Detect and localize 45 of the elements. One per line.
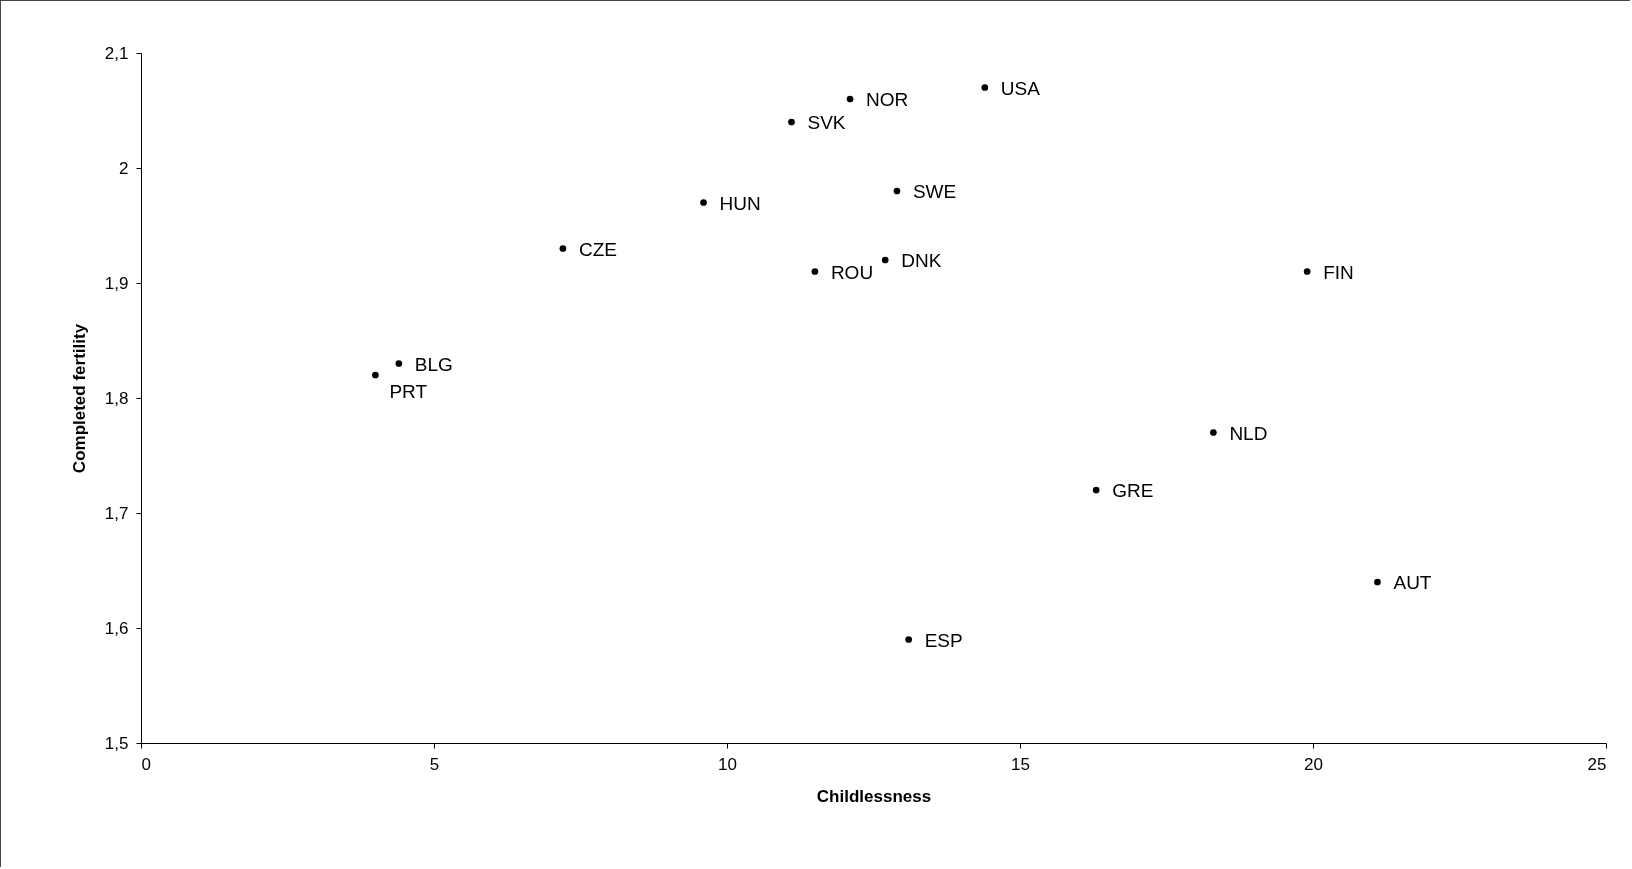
point <box>395 360 403 367</box>
annotation: CZE <box>578 238 617 260</box>
y-tick-label: 2,1 <box>104 43 129 63</box>
point <box>905 636 913 643</box>
annotation: DNK <box>901 250 942 271</box>
point <box>372 371 379 379</box>
point <box>1210 429 1217 436</box>
y-axis-title: Completed fertility <box>69 323 89 474</box>
y-tick-label: 2 <box>119 158 129 178</box>
x-tick-label: 15 <box>1011 754 1030 774</box>
y-tick-label: 1,5 <box>104 733 129 753</box>
point <box>846 95 854 103</box>
annotation: AUT <box>1393 572 1432 593</box>
x-tick-label: 20 <box>1304 754 1323 774</box>
annotation: GRE <box>1112 480 1154 501</box>
annotation: ESP <box>924 629 963 651</box>
point <box>1092 486 1100 494</box>
annotation: NLD <box>1229 422 1268 444</box>
point <box>811 268 819 275</box>
point <box>788 118 795 126</box>
annotation: PRT <box>389 381 428 402</box>
x-tick-label: 0 <box>141 754 151 774</box>
annotation: SVK <box>807 112 846 133</box>
point <box>893 187 901 195</box>
y-tick-label: 1,9 <box>104 273 129 293</box>
point <box>1303 268 1311 275</box>
point <box>700 199 707 206</box>
x-tick-label: 10 <box>718 754 737 774</box>
annotation: NOR <box>866 89 909 110</box>
annotation: FIN <box>1323 261 1354 283</box>
x-tick-label: 5 <box>429 754 440 774</box>
y-tick-label: 1,8 <box>104 388 129 408</box>
y-tick-label: 1,6 <box>104 618 129 638</box>
x-axis-title: Childlessness <box>816 786 932 806</box>
annotation: USA <box>1000 77 1041 99</box>
y-tick-label: 1,7 <box>104 503 129 523</box>
annotation: BLG <box>414 353 453 375</box>
point <box>559 245 567 252</box>
annotation: SWE <box>912 181 957 202</box>
point <box>981 84 989 91</box>
point <box>881 256 889 264</box>
x-tick-label: 25 <box>1587 754 1607 774</box>
annotation: HUN <box>719 192 761 214</box>
point <box>1374 578 1381 586</box>
annotation: ROU <box>830 261 874 283</box>
